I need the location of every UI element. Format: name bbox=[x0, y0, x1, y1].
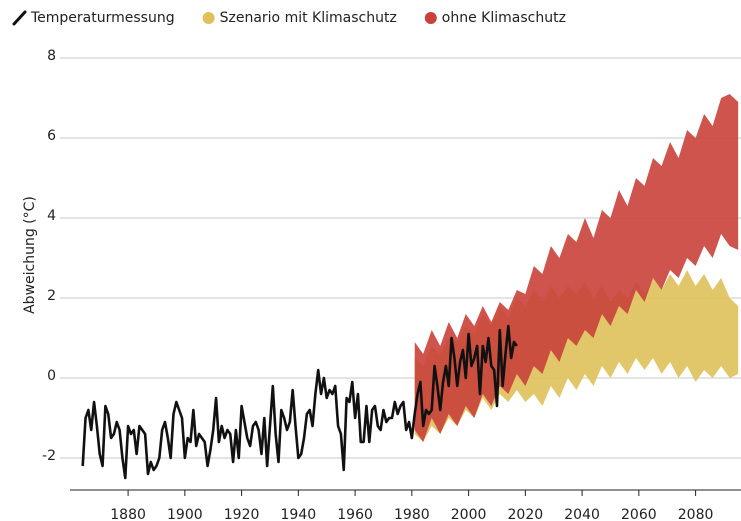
x-tick-label: 2060 bbox=[621, 507, 657, 521]
x-tick-label: 1920 bbox=[224, 507, 260, 521]
y-tick-label: 2 bbox=[47, 288, 56, 304]
x-tick-label: 1940 bbox=[281, 507, 317, 521]
legend-icon bbox=[202, 12, 215, 24]
x-tick-label: 2080 bbox=[678, 507, 714, 521]
x-tick-label: 2000 bbox=[451, 507, 487, 521]
line bbox=[81, 324, 518, 480]
legend-label: Szenario mit Klimaschutz bbox=[220, 10, 397, 26]
legend-label: ohne Klimaschutz bbox=[442, 10, 566, 26]
legend-icon bbox=[12, 10, 27, 26]
x-tick-label: 1960 bbox=[337, 507, 373, 521]
legend-icon bbox=[424, 12, 437, 24]
y-tick-label: 0 bbox=[47, 368, 56, 384]
y-tick-label: -2 bbox=[42, 448, 56, 464]
y-tick-label: 6 bbox=[47, 128, 56, 144]
y-tick-label: 8 bbox=[47, 48, 56, 64]
y-tick-label: 4 bbox=[47, 208, 56, 224]
y-axis-label: Abweichung (°C) bbox=[22, 196, 38, 314]
x-tick-label: 2020 bbox=[508, 507, 544, 521]
x-tick-label: 2040 bbox=[564, 507, 600, 521]
band-area bbox=[414, 94, 739, 442]
legend-label: Temperaturmessung bbox=[30, 10, 175, 26]
x-tick-label: 1880 bbox=[110, 507, 146, 521]
x-tick-label: 1900 bbox=[167, 507, 203, 521]
x-tick-label: 1980 bbox=[394, 507, 430, 521]
